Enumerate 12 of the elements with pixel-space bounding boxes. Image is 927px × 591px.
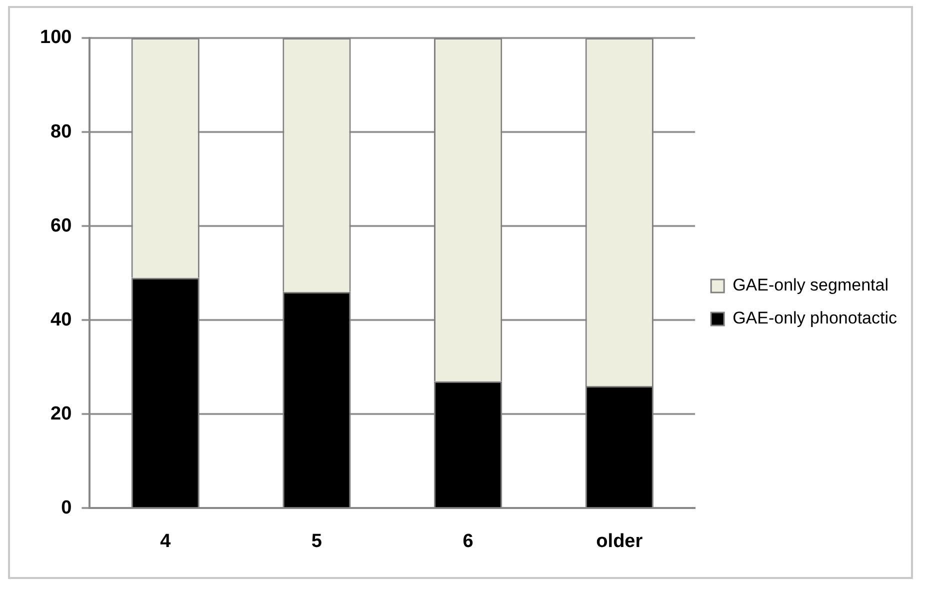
y-tick-label: 40 xyxy=(50,309,72,330)
x-tick-label: 5 xyxy=(311,530,322,552)
legend-label: GAE-only segmental xyxy=(732,276,888,295)
y-tick-label: 80 xyxy=(50,121,72,142)
x-tick-label: 6 xyxy=(462,530,474,552)
y-tick-label: 100 xyxy=(40,27,72,48)
legend-label: GAE-only phonotactic xyxy=(732,308,898,328)
y-tick-label: 20 xyxy=(50,403,72,424)
x-tick-label: 4 xyxy=(160,530,172,552)
x-tick-label: older xyxy=(596,530,644,552)
y-tick-label: 0 xyxy=(61,497,72,518)
y-tick-label: 60 xyxy=(50,215,72,236)
